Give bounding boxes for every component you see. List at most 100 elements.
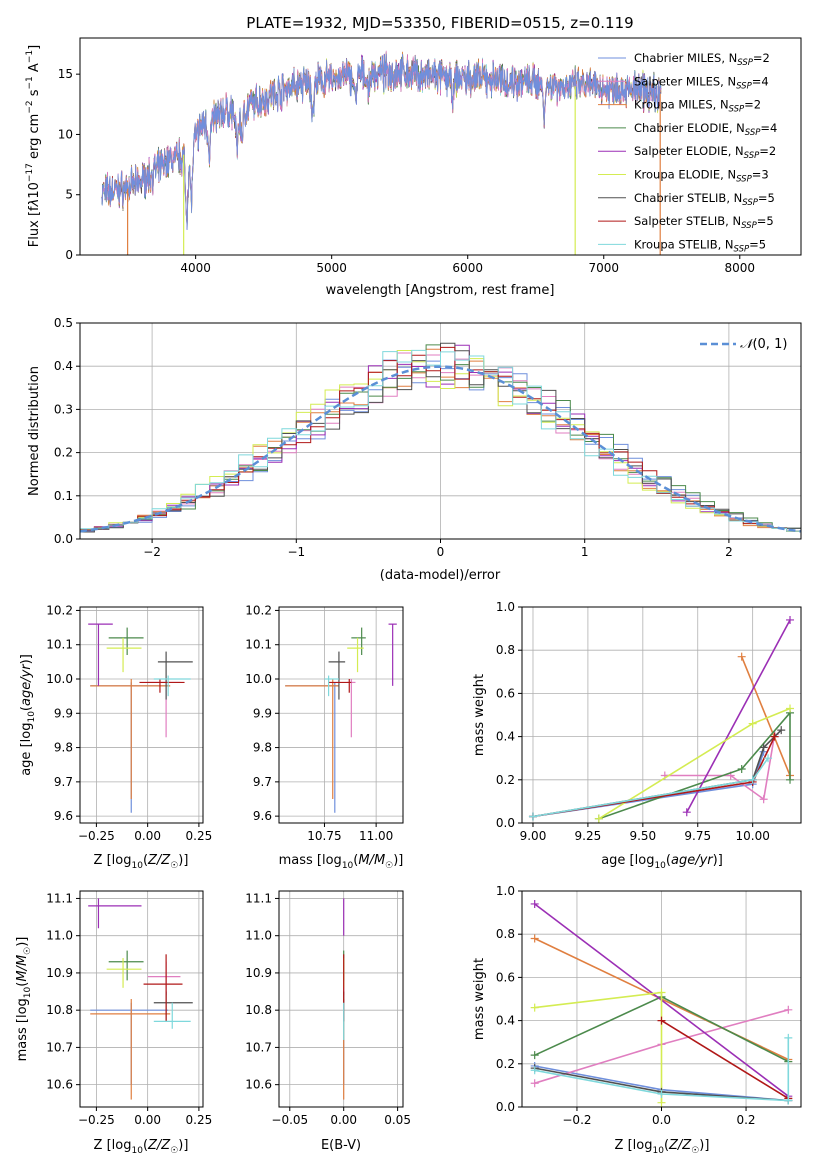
y-tick-label: 0.0 bbox=[496, 1100, 515, 1114]
y-tick-label: 10.0 bbox=[245, 672, 272, 686]
x-tick-label: 2 bbox=[725, 545, 733, 559]
y-tick-label: 10.0 bbox=[46, 672, 73, 686]
x-tick-label: −2 bbox=[143, 545, 161, 559]
weight-marker-chabrier-elodie bbox=[786, 775, 795, 784]
y-tick-label: 15 bbox=[58, 67, 73, 81]
y-tick-label: 9.8 bbox=[54, 741, 73, 755]
y-tick-label: 0.4 bbox=[496, 1014, 515, 1028]
y-tick-label: 10.1 bbox=[245, 638, 272, 652]
y-tick-label: 1.0 bbox=[496, 884, 515, 898]
y-tick-label: 11.0 bbox=[245, 929, 272, 943]
legend-label-salpeter-elodie: Salpeter ELODIE, NSSP=2 bbox=[634, 144, 776, 161]
age-vs-z-xlabel: Z [log10(Z/Z☉)] bbox=[94, 853, 189, 871]
mass-vs-ebv-xlabel: E(B-V) bbox=[321, 1138, 361, 1153]
x-tick-label: 11.00 bbox=[359, 829, 393, 843]
y-tick-label: 0.0 bbox=[54, 532, 73, 546]
y-tick-label: 0.4 bbox=[496, 730, 515, 744]
x-tick-label: 0.00 bbox=[330, 1113, 357, 1127]
y-tick-label: 10.1 bbox=[46, 638, 73, 652]
weight-marker-kroupa-elodie bbox=[786, 704, 795, 713]
y-tick-label: 0.6 bbox=[496, 686, 515, 700]
mass-vs-z-panel: −0.25 0.00 0.25 10.6 10.7 10.8 10.9 11.0 11.1 Z … bbox=[15, 890, 212, 1156]
x-tick-label: −0.05 bbox=[271, 1113, 308, 1127]
x-tick-label: −0.2 bbox=[562, 1113, 591, 1127]
age-vs-mass-panel: 10.75 11.00 9.6 9.7 9.8 9.9 10.0 10.1 10.2 mass … bbox=[245, 603, 404, 871]
weight-marker-chabrier-stelib bbox=[777, 726, 786, 735]
weight-marker-salpeter-stelib bbox=[657, 1016, 666, 1025]
y-tick-label: 10.8 bbox=[245, 1003, 272, 1017]
weight-marker-kroupa-stelib bbox=[784, 1096, 793, 1105]
legend-label-chabrier-miles: Chabrier MILES, NSSP=2 bbox=[634, 51, 770, 68]
x-tick-label: 0 bbox=[437, 545, 445, 559]
residual-ylabel: Normed distribution bbox=[27, 366, 42, 496]
spectrum-ylabel: Flux [fλ10−17 erg cm−2 s−1 A−1] bbox=[25, 45, 42, 247]
y-tick-label: 10.2 bbox=[245, 603, 272, 617]
y-tick-label: 9.9 bbox=[253, 706, 272, 720]
y-tick-label: 0.2 bbox=[54, 446, 73, 460]
y-tick-label: 11.0 bbox=[46, 929, 73, 943]
x-tick-label: 0.25 bbox=[186, 829, 213, 843]
weight-vs-age-ylabel: mass weight bbox=[472, 674, 487, 756]
x-tick-label: 9.50 bbox=[629, 829, 656, 843]
legend-label-salpeter-stelib: Salpeter STELIB, NSSP=5 bbox=[634, 214, 774, 231]
legend-label-salpeter-miles: Salpeter MILES, NSSP=4 bbox=[634, 74, 769, 91]
y-tick-label: 10.7 bbox=[245, 1040, 272, 1054]
weight-line-kroupa-stelib bbox=[534, 1037, 790, 1102]
y-tick-label: 0.0 bbox=[496, 816, 515, 830]
weight-marker-salpeter-stelib bbox=[770, 732, 779, 741]
x-tick-label: 0.00 bbox=[134, 829, 161, 843]
x-tick-label: 6000 bbox=[452, 261, 483, 275]
weight-marker-salpeter-elodie bbox=[786, 615, 795, 624]
weight-marker-kroupa-stelib bbox=[528, 812, 537, 821]
y-tick-label: 0 bbox=[65, 248, 73, 262]
y-tick-label: 10.9 bbox=[46, 966, 73, 980]
weight-vs-age-panel: 9.00 9.25 9.50 9.75 10.000.00.20.40.60.81.0 … bbox=[472, 600, 802, 871]
spectrum-panel: 4000 5000 6000 7000 8000 0 5 10 15 wavelength [A… bbox=[25, 37, 802, 298]
weight-marker-kroupa-miles bbox=[530, 934, 539, 943]
weight-marker-salpeter-elodie bbox=[530, 899, 539, 908]
x-tick-label: 7000 bbox=[588, 261, 619, 275]
weight-marker-salpeter-miles bbox=[530, 1079, 539, 1088]
weight-marker-chabrier-stelib bbox=[759, 743, 768, 752]
mass-vs-ebv-panel: −0.05 0.00 0.05 10.6 10.7 10.8 10.9 11.0 11.1 E(… bbox=[245, 890, 411, 1153]
y-tick-label: 0.4 bbox=[54, 359, 73, 373]
weight-marker-kroupa-elodie bbox=[657, 1098, 666, 1107]
y-tick-label: 0.5 bbox=[54, 316, 73, 330]
weight-marker-kroupa-elodie bbox=[748, 719, 757, 728]
weight-marker-kroupa-stelib bbox=[530, 1066, 539, 1075]
legend-label-chabrier-elodie: Chabrier ELODIE, NSSP=4 bbox=[634, 121, 777, 138]
residual-xlabel: (data-model)/error bbox=[380, 568, 501, 583]
y-tick-label: 9.6 bbox=[54, 809, 73, 823]
weight-line-salpeter-elodie bbox=[686, 619, 791, 813]
y-tick-label: 0.1 bbox=[54, 489, 73, 503]
weight-marker-kroupa-elodie bbox=[657, 988, 666, 997]
mass-vs-z-xlabel: Z [log10(Z/Z☉)] bbox=[94, 1138, 189, 1156]
y-tick-label: 10.7 bbox=[46, 1040, 73, 1054]
y-tick-label: 0.2 bbox=[496, 773, 515, 787]
y-tick-label: 10.8 bbox=[46, 1003, 73, 1017]
y-tick-label: 9.6 bbox=[253, 809, 272, 823]
y-tick-label: 0.6 bbox=[496, 970, 515, 984]
weight-marker-salpeter-elodie bbox=[682, 808, 691, 817]
weight-marker-kroupa-stelib bbox=[784, 1033, 793, 1042]
x-tick-label: 10.00 bbox=[735, 829, 769, 843]
weight-marker-chabrier-elodie bbox=[737, 765, 746, 773]
spectrum-line-chabrier-miles bbox=[101, 53, 662, 230]
x-tick-label: 0.2 bbox=[736, 1113, 755, 1127]
y-tick-label: 10.2 bbox=[46, 603, 73, 617]
x-tick-label: 9.25 bbox=[575, 829, 602, 843]
y-tick-label: 9.7 bbox=[54, 775, 73, 789]
mass-vs-z-ylabel: mass [log10(M/M☉)] bbox=[15, 937, 33, 1062]
x-tick-label: 10.75 bbox=[307, 829, 341, 843]
residual-legend: 𝒩(0, 1) bbox=[700, 337, 787, 352]
weight-vs-age-xlabel: age [log10(age/yr)] bbox=[601, 853, 723, 871]
weight-marker-kroupa-elodie bbox=[594, 814, 603, 823]
y-tick-label: 0.2 bbox=[496, 1057, 515, 1071]
age-vs-z-ylabel: age [log10(age/yr)] bbox=[19, 654, 37, 776]
weight-marker-salpeter-miles bbox=[784, 1005, 793, 1014]
y-tick-label: 10.6 bbox=[46, 1078, 73, 1092]
y-tick-label: 11.1 bbox=[245, 891, 272, 905]
legend-label-chabrier-stelib: Chabrier STELIB, NSSP=5 bbox=[634, 191, 775, 208]
weight-marker-kroupa-stelib bbox=[764, 754, 773, 763]
